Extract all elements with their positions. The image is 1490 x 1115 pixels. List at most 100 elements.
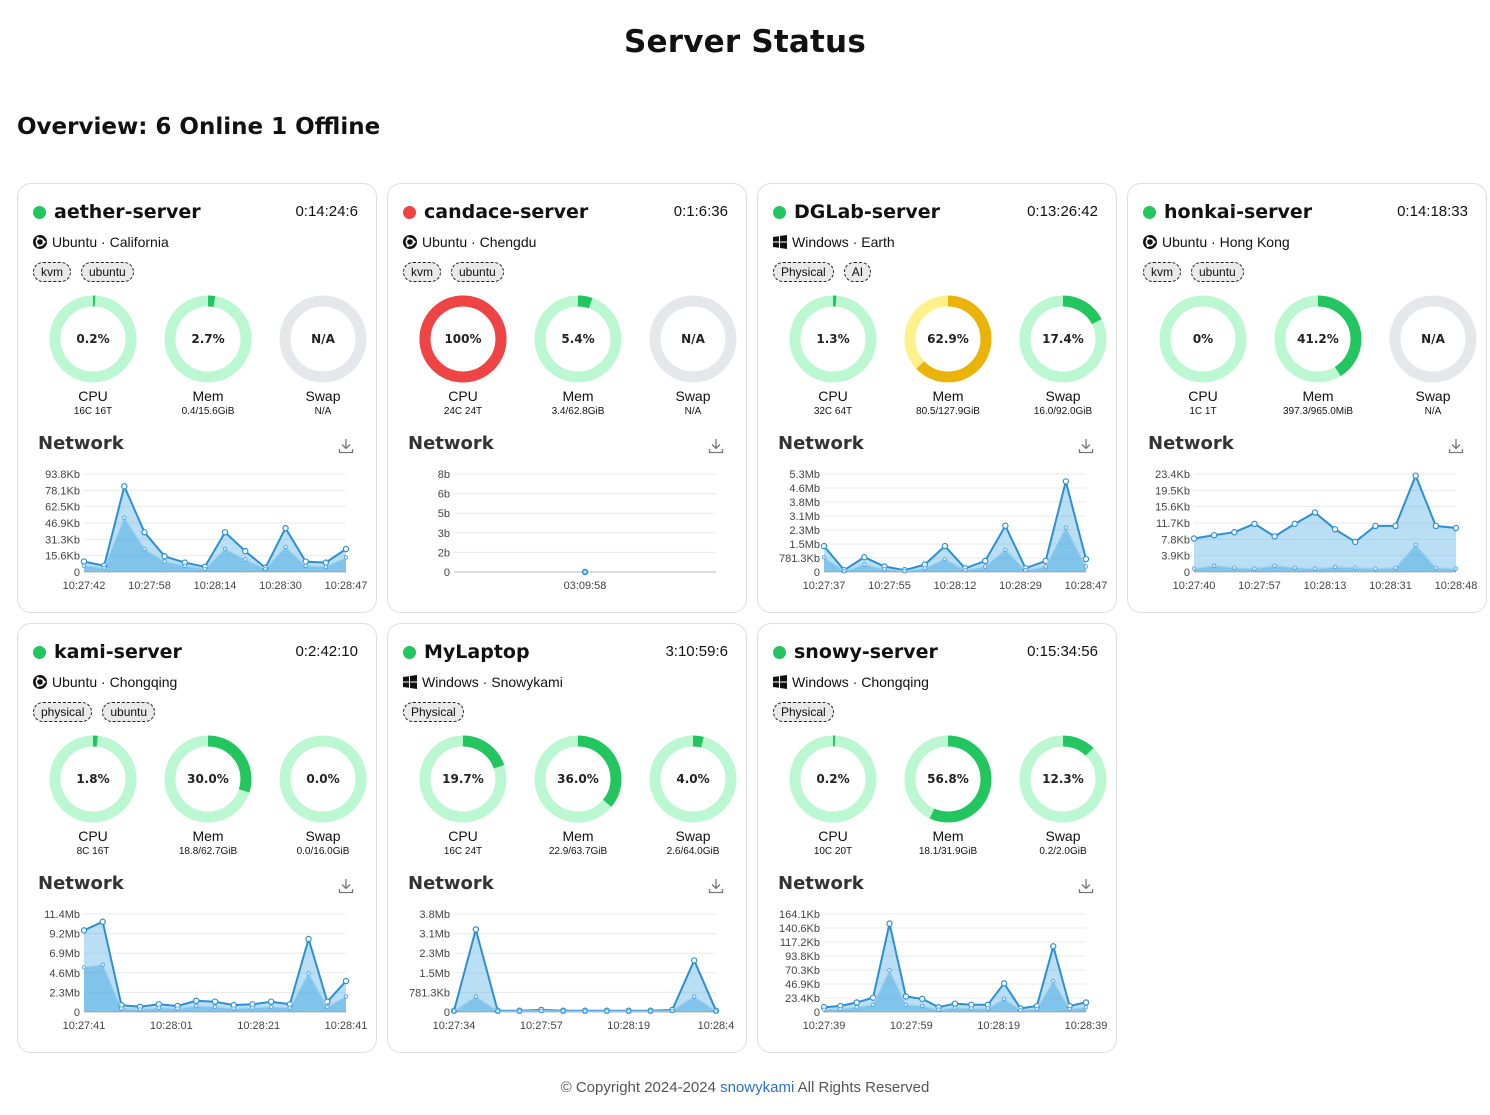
data-point[interactable] xyxy=(983,564,988,569)
data-point[interactable] xyxy=(903,1002,908,1007)
data-point[interactable] xyxy=(951,1000,959,1007)
data-point[interactable] xyxy=(871,1002,876,1007)
data-point[interactable] xyxy=(1063,525,1068,530)
data-point[interactable] xyxy=(250,1005,255,1010)
download-icon[interactable] xyxy=(1448,438,1464,454)
data-point[interactable] xyxy=(342,545,350,553)
data-point[interactable] xyxy=(1000,980,1008,987)
data-point[interactable] xyxy=(1272,563,1277,568)
data-point[interactable] xyxy=(842,568,847,574)
data-point[interactable] xyxy=(1271,533,1278,540)
data-point[interactable] xyxy=(141,529,148,536)
data-point[interactable] xyxy=(283,544,288,550)
data-point[interactable] xyxy=(1312,566,1318,571)
data-point[interactable] xyxy=(1002,996,1007,1001)
server-card[interactable]: DGLab-server 0:13:26:42 Windows · Earth Phy… xyxy=(757,183,1117,613)
data-point[interactable] xyxy=(81,965,87,970)
data-point[interactable] xyxy=(325,1004,330,1009)
data-point[interactable] xyxy=(267,998,275,1005)
data-point[interactable] xyxy=(243,557,248,562)
server-card[interactable]: honkai-server 0:14:18:33 Ubuntu · Hong Kon… xyxy=(1127,183,1487,613)
data-point[interactable] xyxy=(122,515,127,520)
data-point[interactable] xyxy=(1292,565,1297,570)
data-point[interactable] xyxy=(1392,522,1399,530)
data-point[interactable] xyxy=(919,995,926,1003)
data-point[interactable] xyxy=(1231,529,1238,536)
data-point[interactable] xyxy=(1372,522,1379,530)
data-point[interactable] xyxy=(1050,943,1057,950)
data-point[interactable] xyxy=(887,968,892,973)
data-point[interactable] xyxy=(323,564,328,569)
data-point[interactable] xyxy=(1232,565,1237,570)
data-point[interactable] xyxy=(1311,509,1319,516)
data-point[interactable] xyxy=(1083,564,1089,569)
data-point[interactable] xyxy=(222,546,228,552)
data-point[interactable] xyxy=(175,1006,180,1011)
data-point[interactable] xyxy=(1393,565,1398,570)
data-point[interactable] xyxy=(821,555,827,560)
data-point[interactable] xyxy=(1062,478,1070,485)
data-point[interactable] xyxy=(882,567,887,572)
data-point[interactable] xyxy=(1212,563,1217,568)
data-point[interactable] xyxy=(821,1007,827,1012)
data-point[interactable] xyxy=(1352,538,1359,546)
data-point[interactable] xyxy=(242,547,249,555)
data-point[interactable] xyxy=(194,1003,199,1009)
data-point[interactable] xyxy=(962,568,968,573)
data-point[interactable] xyxy=(156,1005,161,1010)
data-point[interactable] xyxy=(1353,565,1358,570)
data-point[interactable] xyxy=(451,1009,457,1014)
data-point[interactable] xyxy=(343,555,349,560)
data-point[interactable] xyxy=(1067,1006,1072,1012)
data-point[interactable] xyxy=(517,1009,522,1014)
data-point[interactable] xyxy=(1083,1005,1089,1010)
data-point[interactable] xyxy=(305,935,312,943)
data-point[interactable] xyxy=(1191,566,1197,571)
data-point[interactable] xyxy=(303,563,308,568)
data-point[interactable] xyxy=(941,542,949,550)
data-point[interactable] xyxy=(713,1009,719,1014)
data-point[interactable] xyxy=(982,557,989,565)
data-point[interactable] xyxy=(648,1009,653,1014)
data-point[interactable] xyxy=(472,926,480,933)
data-point[interactable] xyxy=(1432,522,1440,530)
data-point[interactable] xyxy=(820,542,828,550)
server-card[interactable]: aether-server 0:14:24:6 Ubuntu · Californi… xyxy=(17,183,377,613)
server-card[interactable]: candace-server 0:1:6:36 Ubuntu · Chengdu kv… xyxy=(387,183,747,613)
data-point[interactable] xyxy=(282,524,289,532)
data-point[interactable] xyxy=(692,994,697,999)
data-point[interactable] xyxy=(1034,1006,1039,1012)
data-point[interactable] xyxy=(100,962,105,967)
data-point[interactable] xyxy=(99,918,106,925)
data-point[interactable] xyxy=(211,998,219,1005)
download-icon[interactable] xyxy=(1078,878,1094,894)
data-point[interactable] xyxy=(182,563,187,568)
data-point[interactable] xyxy=(690,957,698,964)
data-point[interactable] xyxy=(670,1008,675,1013)
data-point[interactable] xyxy=(922,566,927,571)
data-point[interactable] xyxy=(102,565,107,570)
data-point[interactable] xyxy=(1002,522,1009,529)
data-point[interactable] xyxy=(1082,999,1090,1006)
data-point[interactable] xyxy=(861,554,868,561)
data-point[interactable] xyxy=(604,1009,609,1014)
data-point[interactable] xyxy=(869,994,877,1001)
data-point[interactable] xyxy=(142,546,147,552)
data-point[interactable] xyxy=(1373,566,1378,571)
data-point[interactable] xyxy=(886,920,893,927)
data-point[interactable] xyxy=(231,1006,236,1011)
data-point[interactable] xyxy=(985,1006,990,1011)
data-point[interactable] xyxy=(1291,520,1298,528)
data-point[interactable] xyxy=(495,1009,500,1014)
data-point[interactable] xyxy=(162,559,167,564)
data-point[interactable] xyxy=(1453,566,1459,571)
data-point[interactable] xyxy=(902,993,910,1000)
download-icon[interactable] xyxy=(708,878,724,894)
data-point[interactable] xyxy=(902,568,907,574)
data-point[interactable] xyxy=(473,994,478,999)
download-icon[interactable] xyxy=(708,438,724,454)
data-point[interactable] xyxy=(582,569,588,575)
data-point[interactable] xyxy=(80,927,88,934)
data-point[interactable] xyxy=(1051,978,1056,984)
data-point[interactable] xyxy=(561,1009,566,1014)
